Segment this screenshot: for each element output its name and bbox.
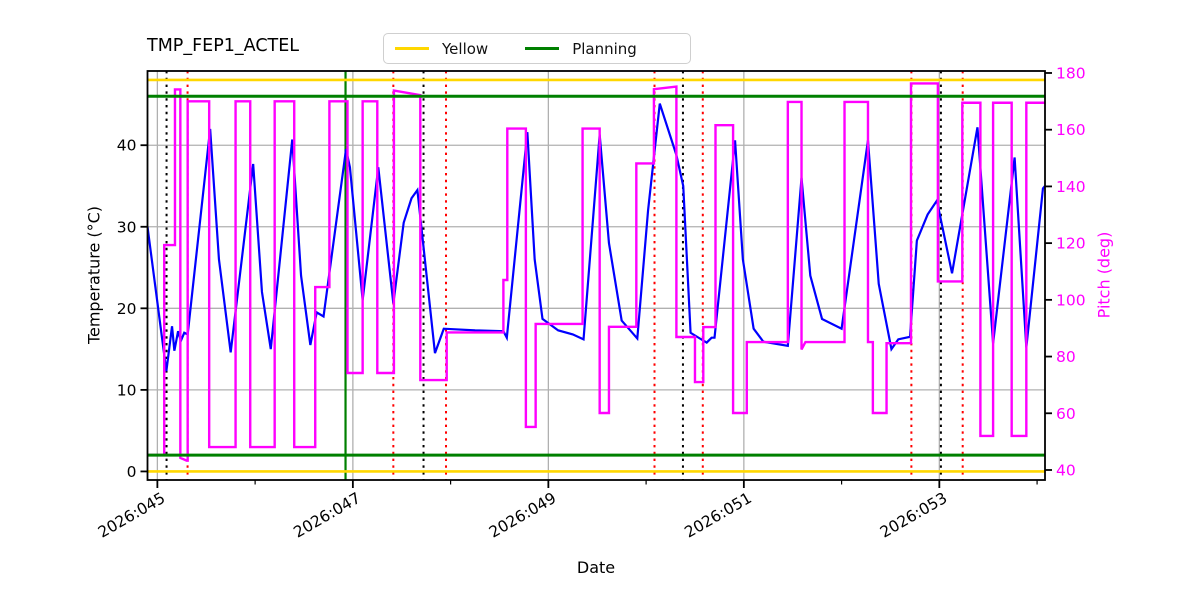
planning-line-swatch-icon (525, 46, 560, 51)
legend: Yellow Planning (383, 33, 691, 64)
x-axis-label-date: Date (576, 558, 616, 577)
vertical-event-lines (165, 71, 964, 480)
y-right-tick-label: 160 (1056, 121, 1086, 139)
x-tick-label: 2026:045 (95, 489, 168, 542)
y-left-tick-label: 0 (127, 463, 137, 481)
y-left-tick-label: 20 (117, 300, 137, 318)
yellow-line-swatch-icon (395, 46, 429, 51)
y-left-tick-label: 40 (117, 137, 137, 155)
y-right-tick-label: 180 (1056, 64, 1086, 82)
y-axis-label-pitch: Pitch (deg) (1094, 231, 1114, 319)
plot-border (146, 70, 1046, 481)
x-tick-label: 2026:051 (682, 489, 755, 542)
pitch-series (147, 82, 1045, 462)
limit-lines (147, 78, 1045, 473)
y-right-tick-label: 40 (1056, 461, 1076, 479)
legend-label-yellow: Yellow (442, 39, 489, 58)
temperature-series (147, 103, 1045, 372)
x-tick-label: 2026:053 (877, 489, 950, 542)
chart-title: TMP_FEP1_ACTEL (147, 36, 300, 56)
y-right-tick-label: 100 (1056, 291, 1086, 309)
x-tick-label: 2026:049 (486, 489, 559, 542)
y-right-tick-label: 80 (1056, 348, 1076, 366)
y-right-tick-label: 120 (1056, 235, 1086, 253)
legend-item-planning: Planning (525, 40, 637, 58)
legend-label-planning: Planning (572, 39, 637, 58)
y-left-tick-label: 10 (117, 381, 137, 399)
y-left-tick-label: 30 (117, 218, 137, 236)
y-right-tick-label: 140 (1056, 178, 1086, 196)
y-axis-label-temperature: Temperature (°C) (84, 205, 104, 345)
y-right-tick-label: 60 (1056, 405, 1076, 423)
x-tick-label: 2026:047 (291, 489, 364, 542)
legend-item-yellow: Yellow (395, 40, 488, 58)
